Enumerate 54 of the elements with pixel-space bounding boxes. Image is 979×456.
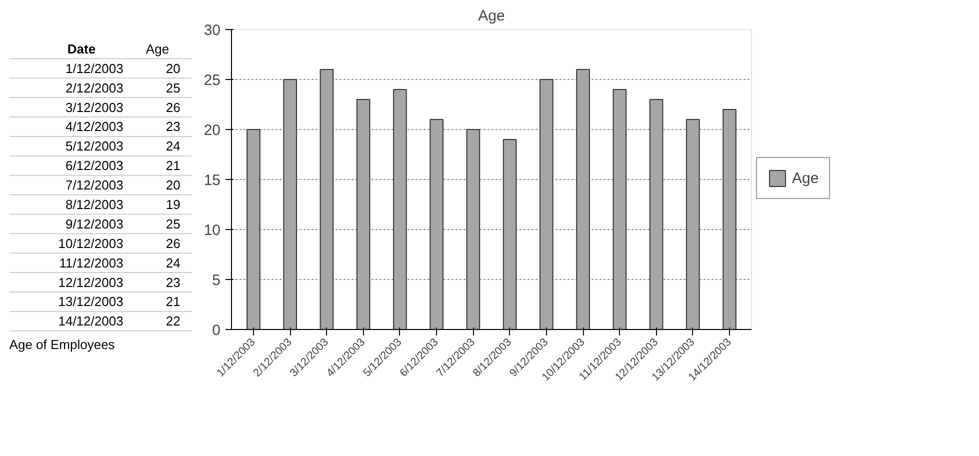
text: 26 (166, 100, 180, 115)
text: 19 (166, 197, 180, 212)
text: 24 (166, 138, 180, 154)
bar (722, 109, 736, 330)
text: Age (146, 41, 170, 56)
y-tick-label: 30 (204, 22, 221, 39)
bar (320, 69, 334, 330)
bar (686, 119, 700, 330)
y-tick-label: 20 (204, 122, 221, 139)
y-tick-label: 5 (212, 272, 220, 289)
text: 10/12/2003 (58, 236, 124, 251)
y-tick-label: 10 (204, 222, 221, 239)
bar (576, 69, 590, 330)
text: 11/12/2003 (59, 255, 124, 270)
text: 21 (166, 158, 180, 174)
bar (540, 79, 554, 330)
text: 6/12/2003 (65, 158, 124, 174)
text: 1/12/2003 (65, 60, 124, 76)
y-tick-label: 0 (212, 322, 220, 339)
bar (649, 99, 664, 330)
text: 22 (166, 314, 180, 329)
legend-label: Age (792, 170, 819, 186)
bar (246, 129, 260, 330)
bar (356, 99, 370, 330)
bar (430, 119, 444, 330)
text: 24 (166, 255, 180, 270)
bar (393, 89, 407, 330)
y-tick-label: 25 (204, 72, 221, 89)
text: 21 (166, 294, 180, 310)
text: 14/12/2003 (58, 314, 124, 329)
text: 7/12/2003 (65, 178, 124, 193)
text: Date (67, 41, 96, 56)
text: 13/12/2003 (58, 294, 124, 310)
bar (502, 139, 517, 330)
text: 2/12/2003 (65, 80, 124, 96)
bar (466, 129, 480, 330)
text: 8/12/2003 (65, 197, 124, 212)
text: 26 (166, 236, 180, 251)
text: 9/12/2003 (65, 216, 124, 232)
text: 20 (166, 60, 180, 76)
y-tick-label: 15 (204, 172, 221, 189)
text: 25 (166, 80, 180, 96)
bar (283, 79, 297, 330)
text: 23 (166, 274, 180, 290)
text: 23 (166, 119, 180, 134)
bar (612, 89, 627, 330)
text: 5/12/2003 (65, 138, 124, 154)
text: 20 (166, 178, 180, 193)
text: 12/12/2003 (58, 274, 124, 290)
text: 4/12/2003 (65, 119, 124, 134)
text: 3/12/2003 (65, 100, 124, 115)
text: 25 (166, 216, 180, 232)
text: Age of Employees (9, 337, 116, 352)
chart-title: Age (478, 8, 505, 24)
